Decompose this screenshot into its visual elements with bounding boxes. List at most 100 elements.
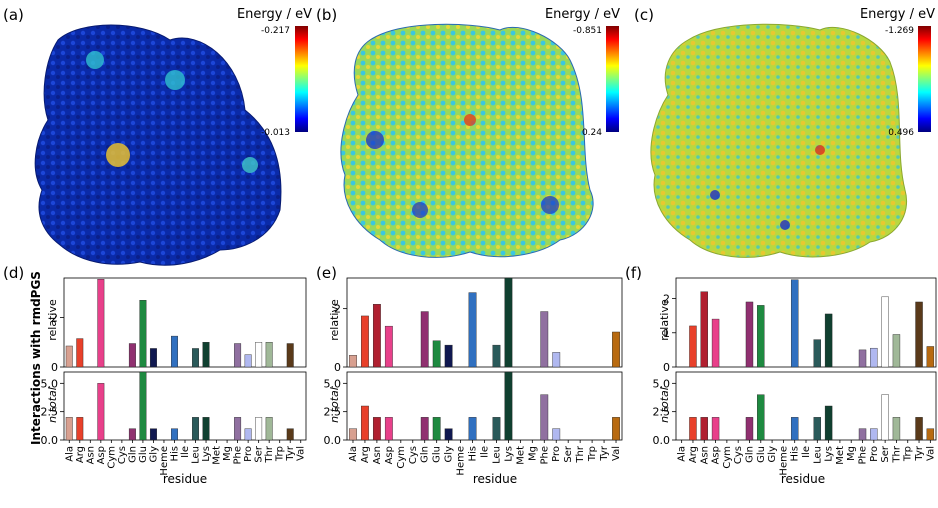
bar-Arg [361,315,369,368]
bar-His [171,428,178,441]
x-tick-label: Asp [384,446,395,464]
x-tick-label: Ala [64,446,75,462]
bar-Glu [432,340,441,368]
bar-Ala [65,345,73,368]
x-tick-label: Gly [767,446,778,463]
bar-Asn [372,304,381,368]
bar-Leu [192,348,199,368]
y-tick-label: 0.0 [41,434,59,447]
bar-panel-e: (e) relative n total 02 0.02.55.0 Ala Arg… [316,264,623,486]
bar-Phe [234,343,242,368]
colorbar-min-a: -0.013 [261,128,290,138]
relative-axes-f: 0 1 2 [663,277,937,374]
y-tick-label: 0.0 [653,434,671,447]
x-tick-label: Ile [180,446,191,458]
y-tick-label: 2 [51,312,58,325]
x-tick-label: Leu [191,446,202,464]
ylabel-total-d: n total [46,387,59,423]
x-tick-label: Gly [148,446,159,463]
hotspot [242,157,258,173]
bar-Arg [361,405,369,441]
bar-Gln [420,311,429,368]
x-tick-label: Heme [778,446,789,476]
colorbar-min-c: 0.496 [888,128,914,138]
bar-Ala [65,417,73,441]
x-tick-label: Arg [360,446,371,463]
x-tick-label: Arg [688,446,699,463]
bar-Lys [202,342,210,368]
bar-Pro [244,428,252,441]
bar-Asp [384,417,393,441]
x-tick-label: Tyr [599,445,610,461]
x-tick-label: Cys [117,446,128,464]
bar-Ala [349,428,357,441]
bar-Pro [870,347,878,368]
bar-Tyr [286,428,294,441]
x-tick-label: His [790,446,801,462]
ylabel-relative-d: relative [46,299,59,341]
bar-Glu [139,300,147,368]
x-tick-label: Heme [159,446,170,476]
y-tick-label: 2 [334,303,341,316]
x-tick-label: Trp [587,446,598,462]
y-tick-label: 0 [334,361,341,374]
x-tick-label: Cys [733,446,744,464]
x-tick-label: Ile [480,446,491,458]
bar-Leu [192,417,199,441]
bar-Asn [372,417,381,441]
hotspot [541,196,559,214]
bar-Ala [349,355,357,368]
bar-Glu [432,417,441,441]
bar-Phe [540,394,549,441]
x-tick-label: Phe [539,446,550,465]
x-tick-label: Asn [699,446,710,464]
x-tick-label: Lys [824,446,835,462]
bar-Pro [552,352,561,368]
x-tick-label: Lys [503,446,514,462]
hotspot [106,143,130,167]
x-tick-label: Asn [85,446,96,464]
bar-Gln [128,343,136,368]
bar-Leu [813,339,822,368]
x-tick-label: Glu [432,446,443,463]
x-tick-label: His [468,446,479,462]
x-tick-label: Asn [372,446,383,464]
bar-ylabel: Interactions with rmdPGS [29,271,43,445]
bar-Arg [689,417,697,441]
total-axes-e: 0.0 2.5 5.0 [324,371,623,447]
bar-Ser [255,342,263,368]
y-tick-label: 1 [663,327,670,340]
bar-panel-f: (f) relative n total 0 1 2 0.0 2.5 5.0 Ala Ar… [625,264,937,486]
x-tick-label: Mg [527,446,538,461]
bar-Ser [881,394,889,441]
y-tick-label: 0 [663,361,670,374]
bar-Pro [244,354,252,368]
bar-Glu [139,371,147,441]
x-tick-label: Thr [575,445,586,463]
colorbar-title-b: Energy / eV [545,7,620,22]
colorbar-title-c: Energy / eV [860,7,935,22]
total-axes-f: 0.0 2.5 5.0 [653,371,937,447]
bar-Gln [420,417,429,441]
relative-axes-e: 02 [334,277,623,374]
bar-Val [612,417,620,441]
bar-Ser [255,417,263,441]
bar-Lys [824,313,833,368]
colorbar-a [295,26,308,132]
bar-Lys [504,371,513,441]
bar-Thr [892,417,901,441]
map-panel-b: (b) Energy / eV -0.851 0.24 [316,6,620,258]
x-tick-label: Arg [75,446,86,463]
bar-Thr [265,342,273,368]
bar-Gly [444,428,453,441]
panel-label-b: (b) [316,6,337,24]
bar-Gly [149,348,157,368]
bar-Arg [76,338,84,368]
bar-panel-d: (d) relative n total 02 0.02.55.0 Ala Arg… [3,264,307,486]
y-tick-label: 5.0 [41,377,59,390]
x-tick-label: Lys [201,446,212,462]
x-tick-label: Phe [233,446,244,465]
y-tick-label: 5.0 [324,377,342,390]
bar-Leu [492,344,501,368]
bar-Val [926,428,935,441]
